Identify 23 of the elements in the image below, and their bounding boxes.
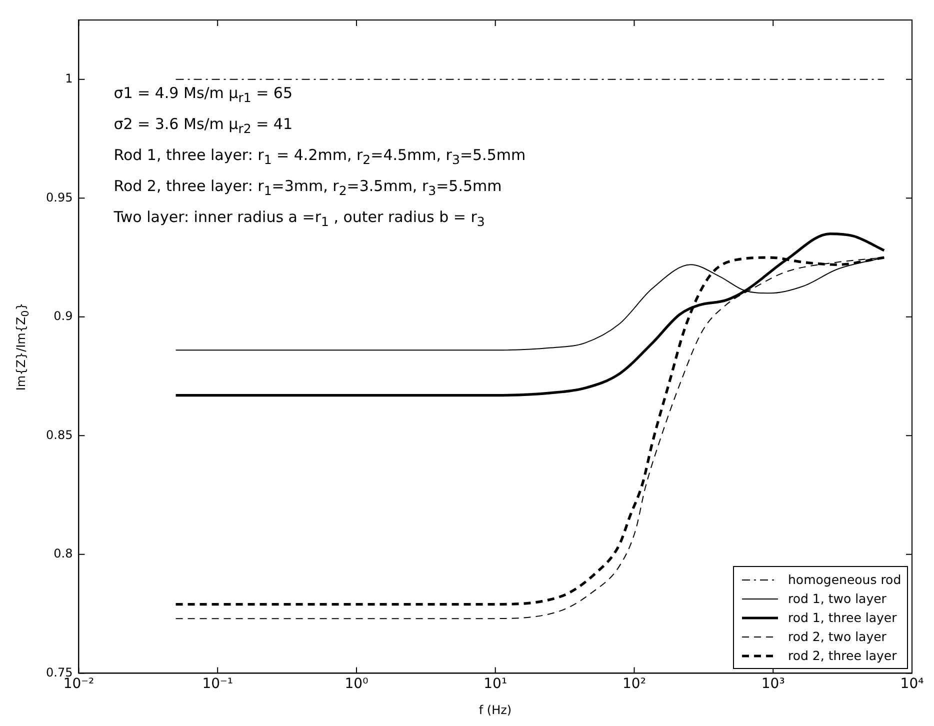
y-tick-label: 1 xyxy=(65,72,73,86)
x-tick-label: 10² xyxy=(622,676,646,692)
annotation: σ2 = 3.6 Ms/m μ$_{r2}$ = 41 xyxy=(114,114,294,138)
legend-label: rod 2, three layer xyxy=(788,648,897,664)
y-tick-label: 0.85 xyxy=(46,428,73,442)
annotation: Rod 1, three layer: r$_{1}$ = 4.2mm, r$_{2}$=4.5mm, r$_{3}$=5.5mm xyxy=(114,145,526,169)
annotation: Two layer: inner radius a =r$_{1}$ , outer radius b = r$_{3}$ xyxy=(114,207,486,231)
x-tick-label: 10³ xyxy=(761,676,785,692)
legend-label: rod 2, two layer xyxy=(788,629,886,644)
y-tick-label: 0.95 xyxy=(46,190,73,204)
y-tick-label: 0.9 xyxy=(54,309,73,324)
x-tick-label: 10¹ xyxy=(484,676,508,692)
x-tick-label: 10⁴ xyxy=(900,676,924,692)
x-tick-label: 10⁻² xyxy=(63,676,94,692)
x-tick-label: 10⁰ xyxy=(344,676,369,692)
legend-label: rod 1, three layer xyxy=(788,610,897,626)
annotation: Rod 2, three layer: r$_{1}$=3mm, r$_{2}$=3.5mm, r$_{3}$=5.5mm xyxy=(114,176,503,200)
legend-label: rod 1, two layer xyxy=(788,591,886,606)
annotation: σ1 = 4.9 Ms/m μ$_{r1}$ = 65 xyxy=(114,83,294,107)
legend-label: homogeneous rod xyxy=(788,572,902,588)
x-axis-title: f (Hz) xyxy=(478,703,512,718)
y-tick-label: 0.8 xyxy=(54,546,73,561)
x-tick-label: 10⁻¹ xyxy=(202,676,234,692)
